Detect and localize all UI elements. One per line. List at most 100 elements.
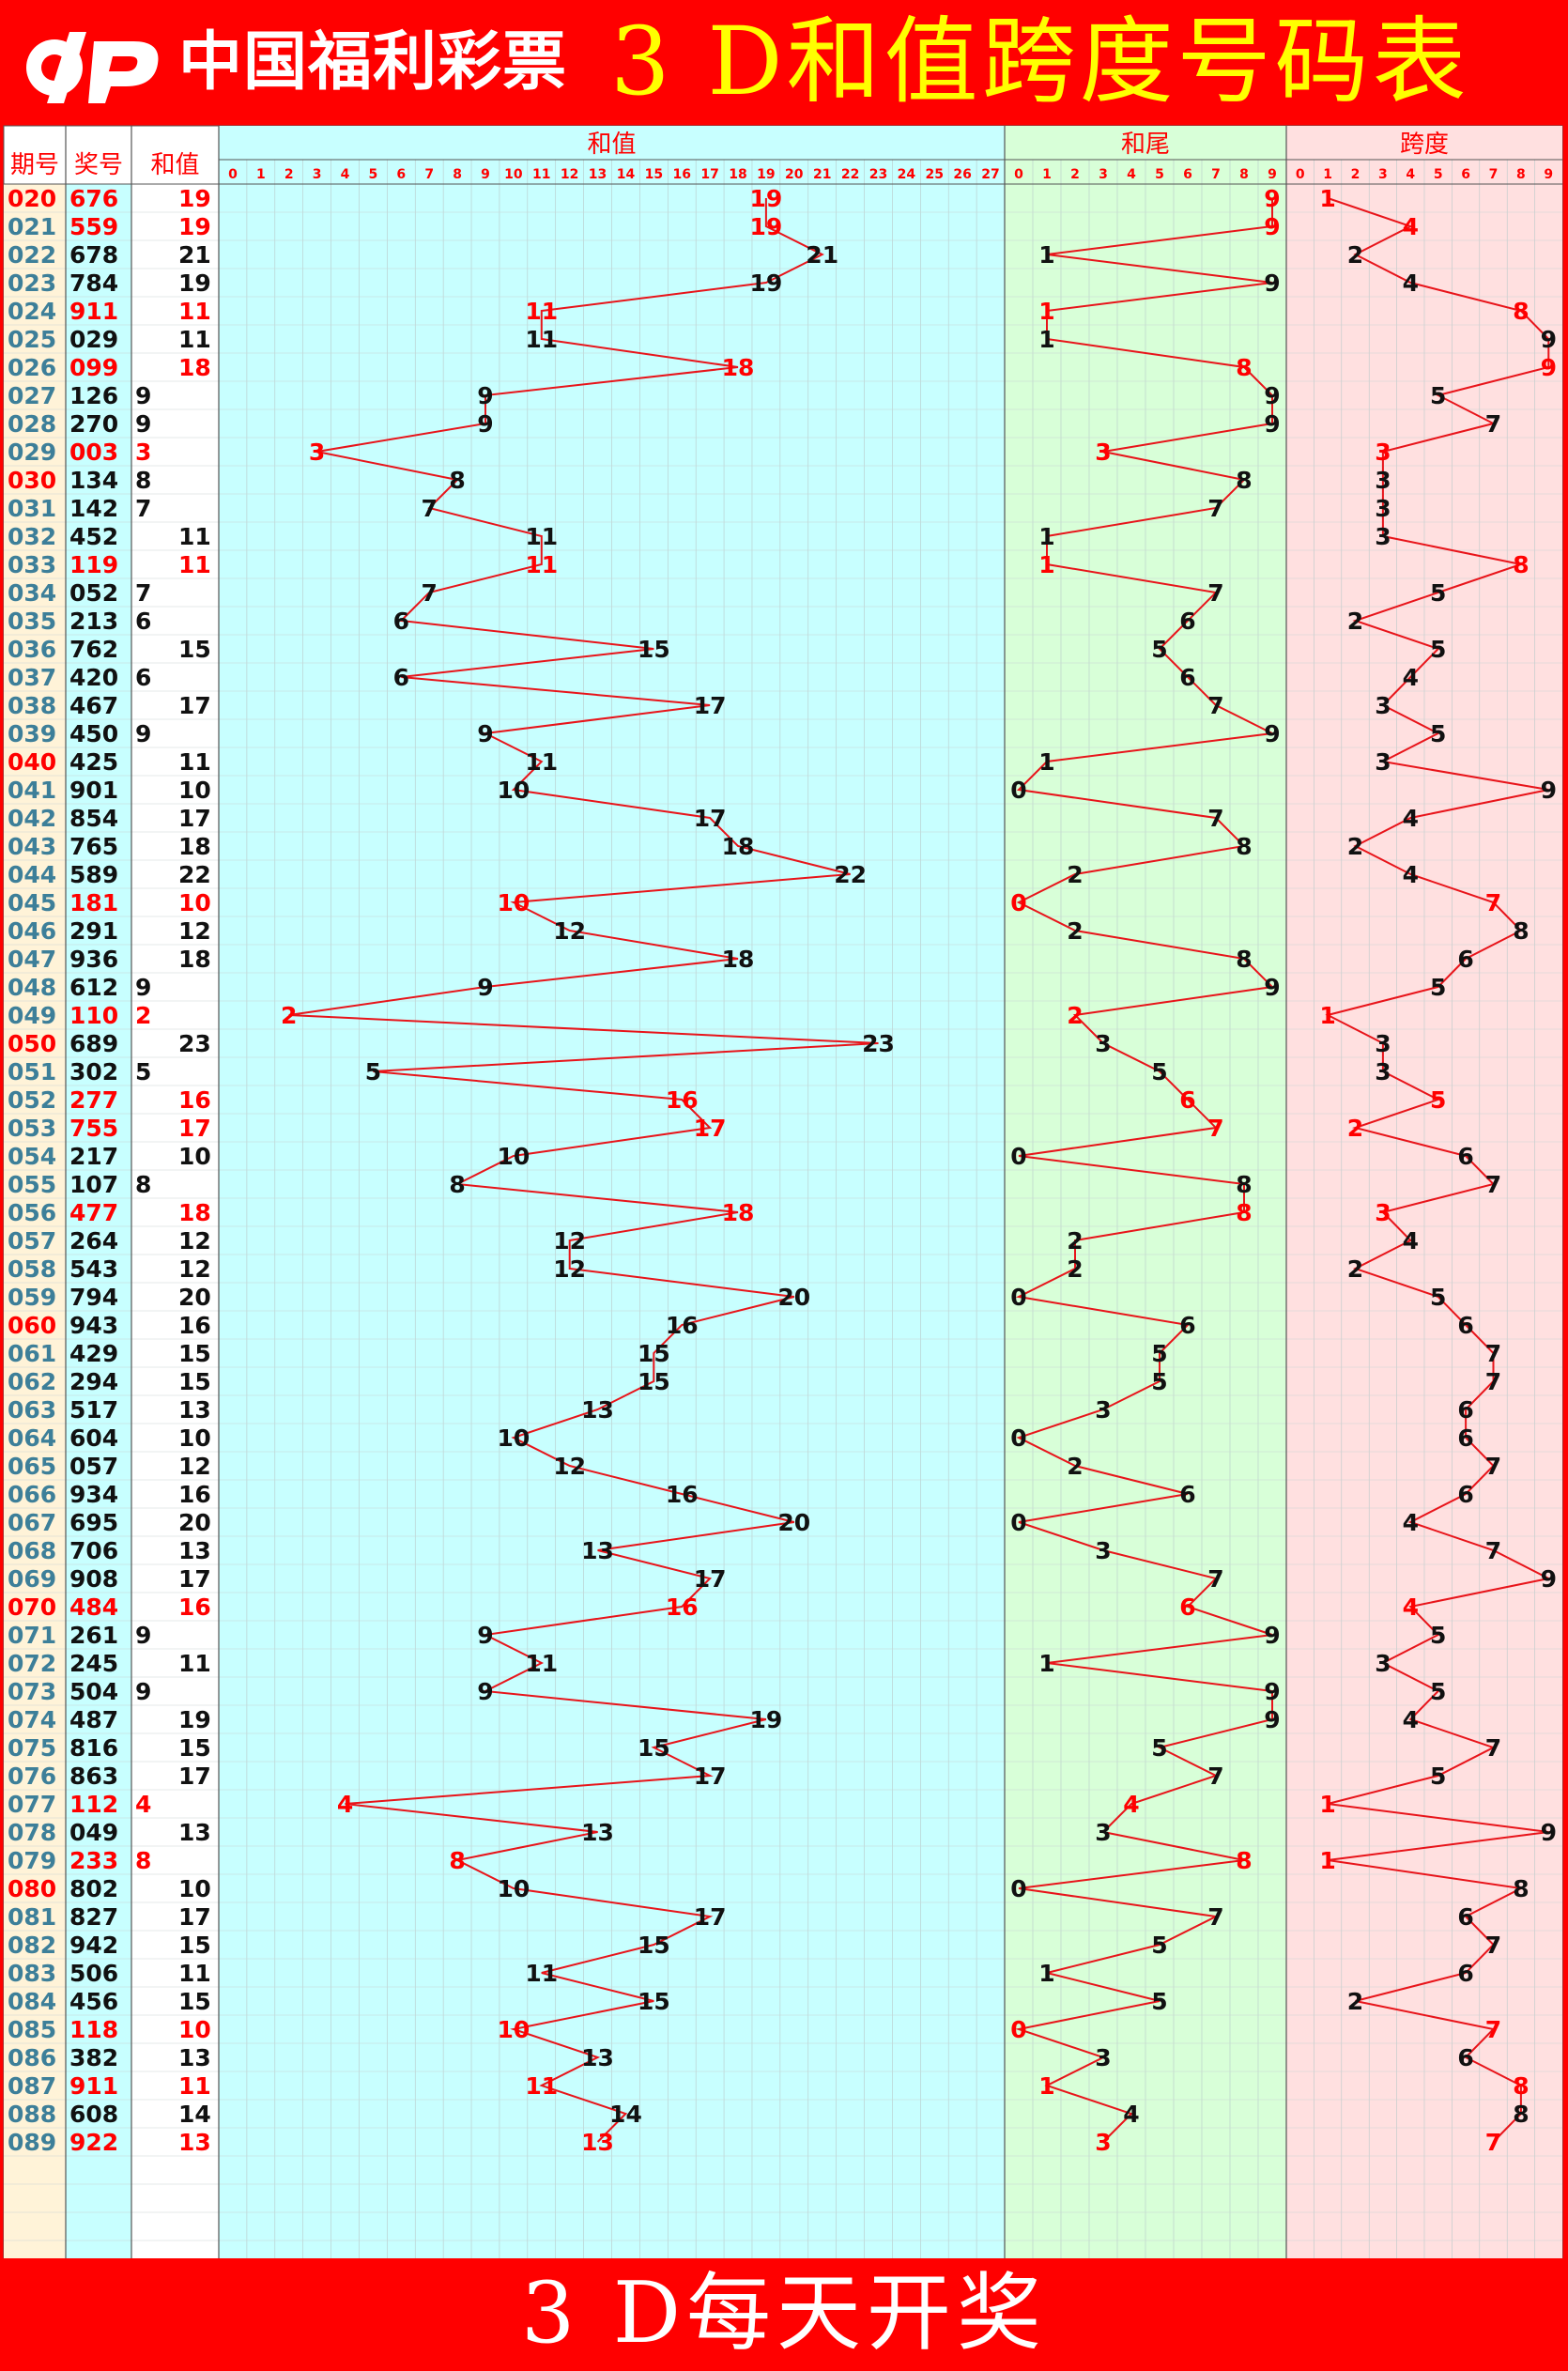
period-cell: 054 [8, 1143, 56, 1170]
tick-label: 2 [284, 167, 294, 182]
number-cell: 936 [69, 946, 118, 973]
chart-point: 5 [1151, 1058, 1167, 1085]
chart-point: 3 [1095, 2129, 1111, 2156]
number-cell: 784 [69, 269, 118, 297]
chart-point: 18 [722, 946, 755, 973]
number-cell: 450 [69, 720, 118, 747]
chart-point: 20 [777, 1509, 810, 1536]
tick-label: 27 [981, 167, 999, 182]
chart-point: 8 [449, 467, 465, 494]
period-cell: 069 [8, 1565, 56, 1593]
chart-point: 4 [1123, 1791, 1139, 1818]
number-cell: 762 [69, 636, 118, 663]
period-cell: 047 [8, 946, 56, 973]
chart-point: 2 [1347, 241, 1363, 269]
chart-point: 1 [1038, 523, 1054, 550]
number-cell: 827 [69, 1903, 118, 1931]
chart-point: 19 [750, 213, 783, 240]
period-cell: 032 [8, 523, 56, 550]
chart-point: 7 [1485, 2016, 1501, 2043]
chart-point: 5 [1151, 1340, 1167, 1367]
tick-label: 5 [1155, 167, 1164, 182]
chart-point: 5 [1430, 974, 1446, 1001]
tick-label: 4 [1406, 167, 1415, 182]
tick-label: 5 [369, 167, 378, 182]
chart-point: 16 [666, 1593, 699, 1621]
period-cell: 063 [8, 1396, 56, 1424]
sum-cell: 16 [178, 1593, 211, 1621]
sum-cell: 11 [178, 298, 211, 325]
period-cell: 033 [8, 551, 56, 578]
sum-cell: 9 [135, 382, 151, 409]
chart-point: 8 [1513, 1875, 1529, 1902]
number-cell: 487 [69, 1706, 118, 1733]
chart-point: 4 [1403, 1509, 1419, 1536]
number-cell: 277 [69, 1086, 118, 1114]
chart-point: 0 [1010, 1875, 1026, 1902]
sum-cell: 21 [178, 241, 211, 269]
number-cell: 456 [69, 1988, 118, 2015]
chart-point: 9 [1264, 1706, 1280, 1733]
chart-point: 4 [1403, 213, 1419, 240]
sum-cell: 19 [178, 213, 211, 240]
chart-point: 15 [638, 1368, 670, 1395]
number-cell: 589 [69, 861, 118, 888]
chart-point: 8 [1236, 1171, 1252, 1198]
chart-point: 3 [1375, 1650, 1391, 1677]
number-cell: 794 [69, 1284, 118, 1311]
sum-cell: 10 [178, 1143, 211, 1170]
sum-cell: 13 [178, 2129, 211, 2156]
period-cell: 031 [8, 495, 56, 522]
chart-point: 5 [1430, 720, 1446, 747]
chart-point: 19 [750, 269, 783, 297]
chart-point: 12 [553, 1227, 586, 1255]
sum-cell: 15 [178, 1988, 211, 2015]
period-cell: 021 [8, 213, 56, 240]
number-cell: 908 [69, 1565, 118, 1593]
chart-point: 5 [1430, 1678, 1446, 1705]
tick-label: 2 [1351, 167, 1360, 182]
chart-point: 10 [497, 1143, 530, 1170]
chart-point: 8 [449, 1171, 465, 1198]
zone-header: 跨度 [1400, 131, 1449, 159]
sum-cell: 9 [135, 1678, 151, 1705]
sum-cell: 13 [178, 2044, 211, 2071]
period-cell: 045 [8, 889, 56, 916]
number-cell: 429 [69, 1340, 118, 1367]
sum-cell: 17 [178, 1565, 211, 1593]
period-cell: 022 [8, 241, 56, 269]
number-cell: 425 [69, 748, 118, 776]
sum-cell: 2 [135, 1002, 151, 1029]
chart-point: 6 [1457, 1396, 1473, 1424]
chart-point: 6 [1179, 1086, 1195, 1114]
number-cell: 003 [69, 439, 118, 466]
tick-label: 22 [841, 167, 859, 182]
tick-label: 17 [700, 167, 718, 182]
chart-point: 11 [525, 298, 558, 325]
chart-point: 17 [694, 1763, 727, 1790]
sum-cell: 18 [178, 1199, 211, 1226]
chart-point: 6 [1179, 1593, 1195, 1621]
chart-point: 0 [1010, 1424, 1026, 1452]
number-cell: 291 [69, 917, 118, 945]
tick-label: 3 [1378, 167, 1388, 182]
chart-point: 7 [1207, 1565, 1223, 1593]
sum-cell: 19 [178, 269, 211, 297]
chart-point: 8 [1236, 1199, 1252, 1226]
chart-point: 17 [694, 1903, 727, 1931]
period-cell: 036 [8, 636, 56, 663]
chart-point: 9 [1264, 269, 1280, 297]
number-cell: 676 [69, 185, 118, 212]
number-cell: 608 [69, 2101, 118, 2128]
chart-point: 9 [1264, 1622, 1280, 1649]
chart-point: 7 [1207, 495, 1223, 522]
period-cell: 070 [8, 1593, 56, 1621]
chart-point: 9 [477, 382, 493, 409]
number-cell: 119 [69, 551, 118, 578]
chart-point: 0 [1010, 1143, 1026, 1170]
chart-point: 9 [1541, 1565, 1557, 1593]
period-cell: 057 [8, 1227, 56, 1255]
number-cell: 816 [69, 1734, 118, 1762]
period-cell: 061 [8, 1340, 56, 1367]
period-cell: 086 [8, 2044, 56, 2071]
